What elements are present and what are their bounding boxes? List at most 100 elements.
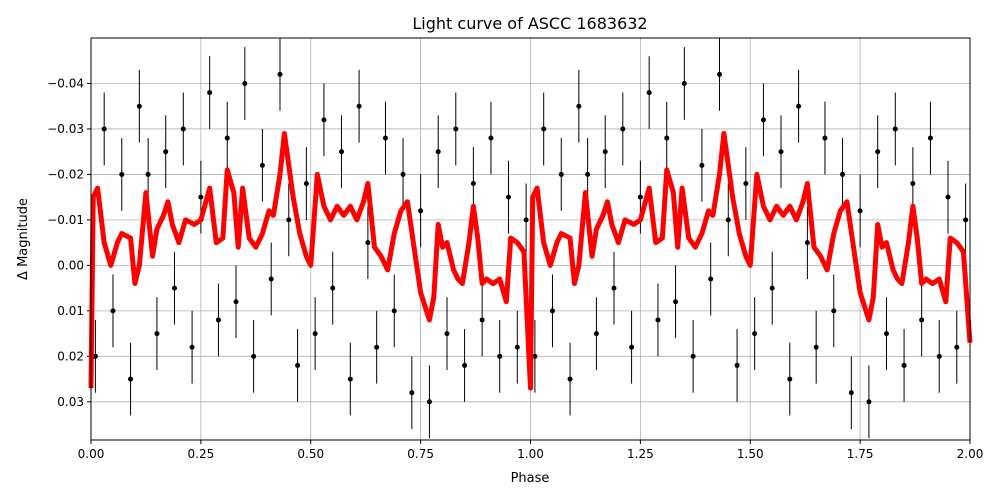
- trend-line: [88, 131, 973, 391]
- data-point: [128, 376, 134, 382]
- data-point: [110, 308, 116, 314]
- data-point: [189, 344, 195, 350]
- data-point: [919, 317, 925, 323]
- data-point: [321, 117, 327, 123]
- data-point: [268, 276, 274, 282]
- data-point: [172, 285, 178, 291]
- data-point: [963, 217, 969, 223]
- data-point: [875, 149, 881, 155]
- data-point: [426, 399, 432, 405]
- x-tick-label: 0.50: [297, 447, 324, 461]
- y-tick-label: −0.04: [47, 76, 84, 90]
- x-tick-label: 0.75: [407, 447, 434, 461]
- data-point: [743, 181, 749, 187]
- data-point: [514, 344, 520, 350]
- x-tick-label: 1.50: [737, 447, 764, 461]
- data-point: [418, 208, 424, 214]
- x-tick-label: 1.75: [847, 447, 874, 461]
- data-point: [488, 135, 494, 141]
- x-tick-label: 1.00: [517, 447, 544, 461]
- data-point: [927, 135, 933, 141]
- data-point: [479, 317, 485, 323]
- data-point: [312, 331, 318, 337]
- data-point: [532, 353, 538, 359]
- data-point: [681, 80, 687, 86]
- data-point: [769, 285, 775, 291]
- data-point: [549, 308, 555, 314]
- data-point: [637, 194, 643, 200]
- data-point: [382, 135, 388, 141]
- data-point: [646, 90, 652, 96]
- data-point: [655, 317, 661, 323]
- data-point: [444, 331, 450, 337]
- data-point: [883, 331, 889, 337]
- data-point: [787, 376, 793, 382]
- data-point: [602, 149, 608, 155]
- data-point: [365, 240, 371, 246]
- data-point: [92, 353, 98, 359]
- y-tick-label: −0.03: [47, 122, 84, 136]
- data-point: [954, 344, 960, 350]
- data-point: [585, 171, 591, 177]
- data-point: [673, 299, 679, 305]
- data-point: [690, 353, 696, 359]
- data-point: [339, 149, 345, 155]
- plot-frame: [90, 37, 971, 441]
- data-point: [224, 135, 230, 141]
- data-point: [523, 217, 529, 223]
- data-point: [629, 344, 635, 350]
- data-point: [435, 149, 441, 155]
- data-point: [945, 194, 951, 200]
- data-point: [119, 171, 125, 177]
- data-point: [541, 126, 547, 132]
- data-point: [664, 135, 670, 141]
- data-point: [145, 171, 151, 177]
- data-point: [207, 90, 213, 96]
- data-point: [936, 353, 942, 359]
- data-point: [303, 181, 309, 187]
- data-point: [233, 299, 239, 305]
- y-tick-label: 0.01: [57, 304, 84, 318]
- data-point: [848, 390, 854, 396]
- data-point: [136, 103, 142, 109]
- data-point: [778, 149, 784, 155]
- x-tick-label: 1.25: [627, 447, 654, 461]
- y-tick-label: 0.02: [57, 349, 84, 363]
- data-point: [101, 126, 107, 132]
- data-point: [154, 331, 160, 337]
- data-point: [866, 399, 872, 405]
- data-point: [593, 331, 599, 337]
- y-tick-label: 0.00: [57, 258, 84, 272]
- data-point: [822, 135, 828, 141]
- data-point: [857, 208, 863, 214]
- data-point: [725, 217, 731, 223]
- data-point: [374, 344, 380, 350]
- data-point: [347, 376, 353, 382]
- data-point: [892, 126, 898, 132]
- data-point: [198, 194, 204, 200]
- data-point: [215, 317, 221, 323]
- data-point: [734, 362, 740, 368]
- data-point: [716, 71, 722, 77]
- data-point: [620, 126, 626, 132]
- chart-title: Light curve of ASCC 1683632: [412, 14, 647, 33]
- data-point: [567, 376, 573, 382]
- data-point: [752, 331, 758, 337]
- data-point: [558, 171, 564, 177]
- data-point: [286, 217, 292, 223]
- data-point: [796, 103, 802, 109]
- data-point: [910, 181, 916, 187]
- y-tick-label: 0.03: [57, 395, 84, 409]
- data-point: [242, 80, 248, 86]
- data-point: [611, 285, 617, 291]
- data-point: [163, 149, 169, 155]
- y-tick-label: −0.02: [47, 167, 84, 181]
- data-point: [453, 126, 459, 132]
- x-axis-label: Phase: [511, 471, 550, 486]
- data-point: [901, 362, 907, 368]
- data-point: [506, 194, 512, 200]
- data-point: [251, 353, 257, 359]
- data-point: [760, 117, 766, 123]
- y-axis-label: Δ Magnitude: [16, 198, 31, 280]
